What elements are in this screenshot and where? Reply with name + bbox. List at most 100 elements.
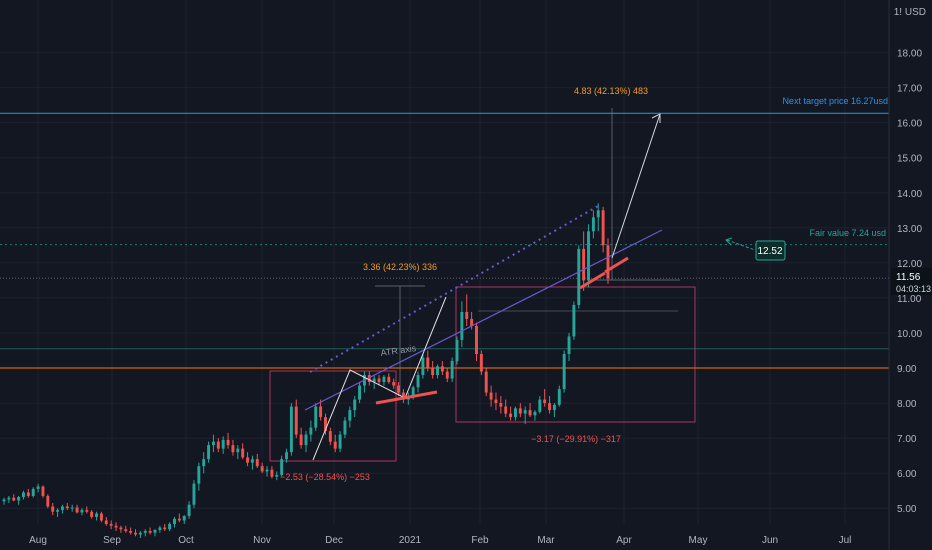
candle-body [134, 532, 137, 535]
candle-body [285, 452, 288, 460]
candle-body [304, 434, 308, 446]
candle-body [182, 515, 186, 521]
purple-trendline [304, 229, 663, 411]
time-tick-label: Mar [537, 535, 555, 546]
candle-body [31, 488, 35, 496]
price-tick-label: 5.00 [897, 504, 917, 515]
candle-body [328, 431, 332, 442]
candle-body [22, 492, 25, 498]
candle-body [46, 495, 50, 507]
red-support-1 [375, 390, 438, 405]
candle-body [280, 459, 284, 475]
candle-body [289, 406, 293, 453]
next-target-label: Next target price 16.27usd [782, 96, 888, 106]
candle-body [353, 399, 357, 411]
candle-body [129, 531, 133, 533]
candle-body [577, 248, 581, 305]
candle-body [138, 532, 142, 535]
candle-body [338, 434, 342, 449]
time-tick-label: Nov [253, 535, 271, 546]
price-tick-label: 10.00 [897, 329, 922, 340]
candle-body [36, 486, 40, 489]
fair-value-callout [755, 240, 786, 261]
candle-body [572, 304, 576, 337]
candle-body [221, 439, 225, 449]
candle-body [148, 531, 152, 533]
candle-body [2, 499, 6, 502]
purple-dotted-channel [309, 205, 599, 373]
candle-body [85, 509, 89, 512]
candle-body [211, 441, 215, 446]
candle-body [158, 527, 162, 530]
candle-body [80, 509, 84, 513]
candle-body [455, 339, 459, 362]
candle-body [606, 245, 610, 279]
candle-body [324, 417, 327, 432]
time-tick-label: Apr [616, 535, 632, 546]
candle-body [431, 368, 435, 376]
candle-body [26, 492, 30, 496]
price-tick-label: 15.00 [897, 154, 922, 165]
candle-body [562, 354, 566, 390]
candle-body [518, 408, 522, 414]
red-support-3 [604, 256, 629, 274]
candle-body [509, 413, 513, 418]
candle-body [538, 399, 542, 412]
measure-label-2: −2.53 (−28.54%) −253 [280, 472, 370, 482]
price-tick-label: 14.00 [897, 189, 922, 200]
candle-body [494, 399, 498, 404]
candle-body [177, 518, 181, 521]
price-tick-label: 12.00 [897, 259, 922, 270]
measure-label-4: 4.83 (42.13%) 483 [574, 86, 648, 96]
candle-body [421, 357, 425, 376]
candle-body [173, 518, 176, 524]
candle-body [231, 445, 235, 453]
time-tick-label: Dec [325, 535, 343, 546]
candle-body [114, 525, 118, 528]
fair-value-label: Fair value 7.24 usd [809, 228, 886, 238]
candle-body [60, 506, 64, 510]
price-tick-label: 6.00 [897, 469, 917, 480]
candle-body [207, 445, 211, 460]
candle-body [246, 457, 250, 463]
callout-arrow-head [725, 237, 733, 246]
candle-body [358, 385, 362, 400]
last-price-badge [891, 268, 932, 295]
last-price-value: 11.56 [896, 272, 921, 283]
candle-body [513, 408, 517, 418]
candle-body [270, 469, 274, 477]
candle-body [241, 448, 245, 458]
candle-body [479, 354, 483, 372]
target-arrow-head [651, 113, 661, 123]
candle-body [528, 410, 532, 416]
price-tick-label: 18.00 [897, 49, 922, 60]
candle-body [499, 403, 503, 407]
candle-body [470, 318, 474, 326]
candle-body [70, 507, 74, 509]
candle-body [397, 385, 401, 393]
candle-body [587, 231, 590, 281]
candle-body [582, 248, 586, 281]
candle-body [216, 441, 220, 449]
price-axis[interactable]: 5.00 6.00 7.00 8.00 9.00 10.00 11.00 12.00 13.00… [897, 49, 922, 516]
candle-body [163, 527, 167, 530]
grid [0, 0, 889, 524]
time-tick-label: Sep [103, 535, 121, 546]
candle-body [416, 375, 420, 388]
candle-body [465, 311, 469, 319]
candle-body [109, 524, 113, 526]
candle-body [489, 392, 493, 400]
price-tick-label: 11.00 [897, 294, 922, 305]
time-axis[interactable]: Aug Sep Oct Nov Dec 2021 Feb Mar Apr May Jun Jul [29, 535, 851, 546]
candle-body [17, 497, 21, 501]
time-tick-label: Oct [178, 535, 194, 546]
candle-body [12, 497, 16, 501]
candle-body [348, 410, 352, 421]
candle-body [119, 527, 123, 530]
candle-body [567, 336, 571, 355]
candle-body [197, 466, 201, 484]
candle-body [591, 217, 595, 232]
candle-body [236, 448, 240, 453]
